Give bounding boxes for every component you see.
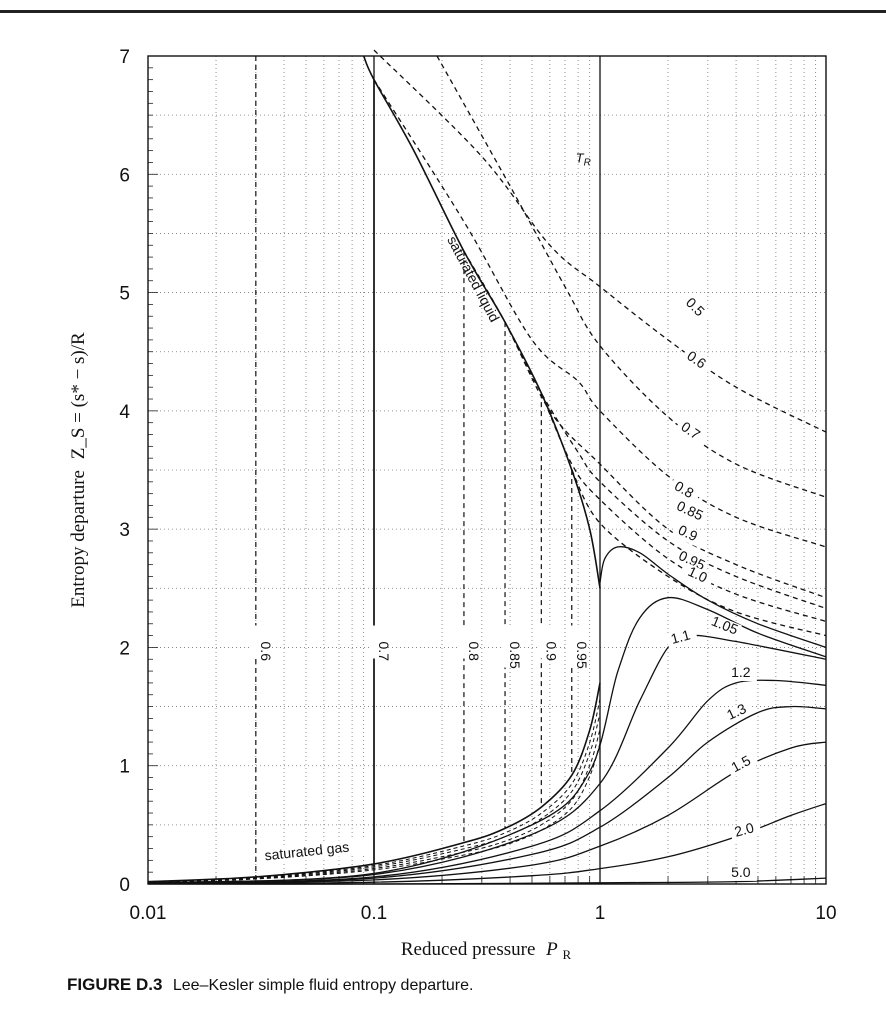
- curve-label-0.9: 0.9: [676, 522, 701, 545]
- curve-label-bg: [667, 477, 702, 506]
- curve-label-5.0: 5.0: [731, 864, 751, 880]
- isotherm-label-bg: [251, 625, 270, 659]
- figure-number: FIGURE D.3: [67, 975, 163, 994]
- y-tick-label: 7: [119, 47, 130, 68]
- curve-label-bg: [681, 562, 715, 590]
- series-saturated-gas: [147, 682, 601, 883]
- curve-label-bg: [680, 346, 714, 376]
- labels: 0.01 0.1 1 10 0 1 2 3 4 5 6 7 0.6 0.7 0.8 0.85 0.9 0.95 0.…: [119, 47, 836, 924]
- x-tick-label: 1: [595, 903, 606, 924]
- curve-label-bg: [708, 614, 742, 640]
- curve-label-1.2: 1.2: [731, 664, 751, 680]
- x-tick-label: 10: [815, 903, 836, 924]
- curve-label-1.0: 1.0: [686, 563, 711, 586]
- curve-label-bg: [674, 417, 708, 447]
- curve-label-bg: [671, 521, 706, 548]
- series-0.9: [540, 392, 827, 623]
- isotherm-label-bg: [501, 625, 520, 668]
- curve-label-bg: [665, 626, 699, 650]
- series-0.85: [504, 321, 827, 610]
- grid: [148, 55, 826, 885]
- gas-isotherm-1: [147, 712, 601, 883]
- series-1.5: [147, 741, 827, 885]
- y-tick-label: 0: [119, 875, 130, 896]
- y-tick-label: 6: [119, 165, 130, 186]
- annotation-saturated-liquid: saturated liquid: [444, 233, 503, 324]
- curve-label-bg: [726, 666, 757, 681]
- isotherm-label-bg: [459, 625, 478, 659]
- series-saturated-liquid: [362, 55, 601, 589]
- isotherm-label-bg: [370, 625, 388, 659]
- x-axis-title: Reduced pressure P R: [401, 939, 572, 962]
- curves: [147, 49, 827, 885]
- figure-caption-text: Lee–Kesler simple fluid entropy departur…: [172, 977, 474, 994]
- x-tick-label: 0.1: [361, 903, 387, 924]
- series-1.3: [147, 705, 827, 885]
- x-tick-label: 0.01: [130, 903, 167, 924]
- entropy-departure-chart: 0.01 0.1 1 10 0 1 2 3 4 5 6 7 0.6 0.7 0.8 0.85 0.9 0.95 0.…: [68, 47, 837, 962]
- y-tick-label: 2: [119, 638, 130, 659]
- isotherm-label-0.95: 0.95: [574, 642, 590, 669]
- curve-label-2.0: 2.0: [733, 819, 756, 840]
- curve-label-bg: [729, 819, 762, 842]
- isotherm-label-0.85: 0.85: [507, 642, 523, 669]
- annotation-bg: [259, 837, 368, 865]
- curve-label-1.1: 1.1: [669, 626, 692, 647]
- y-tick-label: 3: [119, 520, 130, 541]
- isotherm-label-0.9: 0.9: [543, 642, 559, 662]
- y-tick-label: 5: [119, 284, 130, 305]
- curve-label-bg: [725, 750, 760, 779]
- isotherm-label-0.7: 0.7: [376, 642, 392, 662]
- series-0.7: [373, 79, 827, 548]
- isotherm-label-bg: [537, 625, 556, 659]
- top-rule: [0, 10, 886, 13]
- family-label: TR: [576, 150, 591, 168]
- isotherm-label-0.8: 0.8: [466, 642, 482, 662]
- series-1.0: [599, 546, 827, 649]
- y-tick-label: 1: [119, 757, 130, 778]
- curve-label-bg: [675, 548, 710, 576]
- figure-caption: FIGURE D.3 Lee–Kesler simple fluid entro…: [67, 975, 473, 995]
- y-tick-label: 4: [119, 402, 130, 423]
- gas-isotherm-0: [147, 698, 601, 883]
- family-label-subscript: R: [584, 157, 591, 168]
- plot-border: [147, 55, 827, 885]
- curve-label-bg: [721, 699, 755, 726]
- curve-label-bg: [673, 499, 708, 526]
- series-0.8: [463, 250, 827, 599]
- series-0.95: [571, 469, 827, 637]
- gas-isotherm-3: [147, 743, 601, 883]
- plot-frame: [147, 55, 827, 885]
- series-1.1: [147, 634, 827, 884]
- y-axis-title: Entropy departure Z_S = (s* − s)/R: [68, 332, 89, 608]
- curve-label-bg: [726, 865, 757, 881]
- gas-isotherm-2: [147, 729, 601, 883]
- curve-label-bg: [679, 292, 711, 325]
- curve-label-1.3: 1.3: [724, 700, 749, 723]
- series-0.6: [436, 55, 827, 498]
- isotherm-label-bg: [567, 625, 586, 668]
- isotherm-label-0.6: 0.6: [258, 642, 274, 662]
